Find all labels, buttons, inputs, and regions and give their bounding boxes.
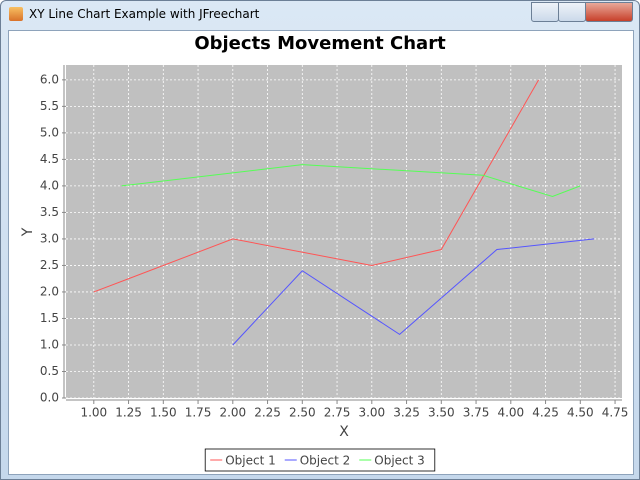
x-tick-label: 1.75 [185, 406, 212, 420]
window-title: XY Line Chart Example with JFreechart [29, 7, 260, 21]
x-axis-label: X [339, 424, 349, 440]
legend-box [204, 448, 436, 472]
y-tick-label: 1.0 [40, 337, 59, 351]
x-tick-label: 2.25 [254, 406, 281, 420]
y-tick-label: 6.0 [40, 72, 59, 86]
legend-label: Object 1 [225, 454, 276, 468]
legend: Object 1 Object 2 Object 3 [204, 448, 436, 472]
y-tick-label: 2.0 [40, 284, 59, 298]
x-tick-label: 1.50 [150, 406, 177, 420]
x-tick-label: 1.00 [80, 406, 107, 420]
x-tick-label: 4.50 [567, 406, 594, 420]
y-tick-label: 4.5 [40, 152, 59, 166]
y-tick-label: 2.5 [40, 258, 59, 272]
legend-label: Object 3 [374, 454, 425, 468]
y-tick-label: 5.5 [40, 99, 59, 113]
y-tick-label: 3.5 [40, 205, 59, 219]
x-tick-label: 2.00 [219, 406, 246, 420]
plot-area [66, 65, 622, 398]
y-tick-label: 0.0 [40, 391, 59, 405]
y-tick-label: 1.5 [40, 311, 59, 325]
y-axis-label: Y [20, 227, 36, 237]
x-tick-label: 4.75 [602, 406, 629, 420]
app-icon [9, 7, 23, 21]
x-tick-label: 2.75 [324, 406, 351, 420]
y-tick-label: 4.0 [40, 178, 59, 192]
y-tick-label: 3.0 [40, 231, 59, 245]
x-tick-label: 3.00 [358, 406, 385, 420]
y-tick-label: 0.5 [40, 364, 59, 378]
series-line [232, 238, 595, 346]
title-bar: XY Line Chart Example with JFreechart [1, 1, 639, 29]
x-tick-label: 4.00 [497, 406, 524, 420]
x-tick-label: 2.50 [289, 406, 316, 420]
x-tick-label: 3.25 [393, 406, 420, 420]
close-button[interactable] [585, 2, 633, 22]
x-tick-label: 3.75 [463, 406, 490, 420]
series-line [93, 79, 540, 293]
x-tick-label: 1.25 [115, 406, 142, 420]
legend-label: Object 2 [300, 454, 351, 468]
series-line [121, 164, 581, 198]
y-tick-label: 5.0 [40, 125, 59, 139]
x-tick-label: 3.50 [428, 406, 455, 420]
x-tick-label: 4.25 [532, 406, 559, 420]
chart-title: Objects Movement Chart [194, 33, 446, 54]
